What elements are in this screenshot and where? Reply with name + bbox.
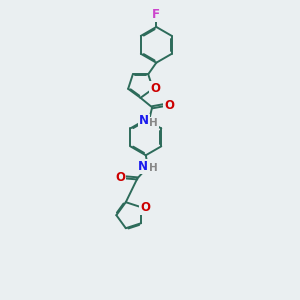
Text: H: H (149, 163, 158, 173)
Text: O: O (115, 171, 125, 184)
Text: H: H (149, 118, 158, 128)
Text: N: N (139, 115, 149, 128)
Text: N: N (138, 160, 148, 173)
Text: F: F (152, 8, 160, 21)
Text: O: O (140, 201, 150, 214)
Text: O: O (164, 99, 174, 112)
Text: O: O (150, 82, 160, 95)
